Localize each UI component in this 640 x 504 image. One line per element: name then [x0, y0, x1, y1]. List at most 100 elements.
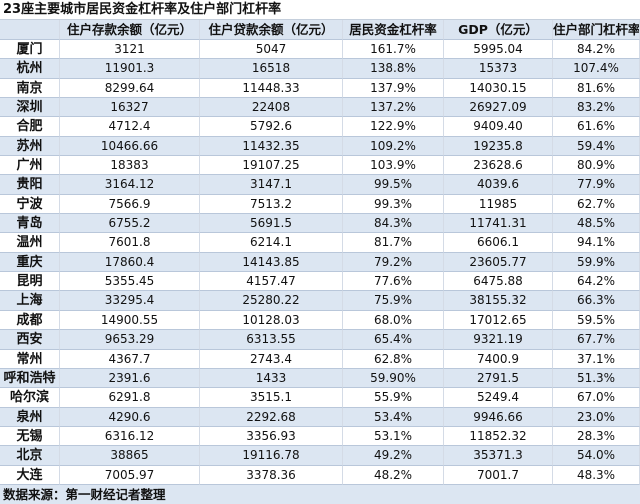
- value-cell: 65.4%: [343, 330, 444, 350]
- city-cell: 温州: [0, 233, 60, 253]
- value-cell: 48.2%: [343, 465, 444, 485]
- city-cell: 上海: [0, 291, 60, 311]
- value-cell: 99.5%: [343, 175, 444, 195]
- value-cell: 23605.77: [444, 252, 553, 273]
- header-cell: 住户贷款余额（亿元）: [200, 20, 343, 40]
- city-cell: 深圳: [0, 98, 60, 118]
- value-cell: 5995.04: [444, 40, 553, 60]
- value-cell: 62.7%: [553, 194, 640, 215]
- value-cell: 7400.9: [444, 349, 553, 369]
- value-cell: 48.5%: [553, 214, 640, 234]
- value-cell: 11741.31: [444, 214, 553, 234]
- value-cell: 6316.12: [60, 426, 200, 447]
- value-cell: 5047: [200, 40, 343, 60]
- value-cell: 6214.1: [200, 233, 343, 253]
- city-cell: 宁波: [0, 194, 60, 215]
- value-cell: 75.9%: [343, 291, 444, 311]
- city-cell: 常州: [0, 349, 60, 369]
- city-cell: 南京: [0, 78, 60, 99]
- value-cell: 33295.4: [60, 291, 200, 311]
- leverage-table: 住户存款余额（亿元） 住户贷款余额（亿元） 居民资金杠杆率 GDP（亿元） 住户…: [0, 20, 640, 485]
- city-cell: 青岛: [0, 214, 60, 234]
- city-cell: 贵阳: [0, 175, 60, 195]
- value-cell: 2391.6: [60, 368, 200, 389]
- value-cell: 19116.78: [200, 446, 343, 466]
- city-cell: 杭州: [0, 59, 60, 79]
- value-cell: 59.9%: [553, 252, 640, 273]
- value-cell: 61.6%: [553, 117, 640, 137]
- value-cell: 1433: [200, 368, 343, 389]
- value-cell: 53.4%: [343, 407, 444, 427]
- value-cell: 49.2%: [343, 446, 444, 466]
- value-cell: 3164.12: [60, 175, 200, 195]
- value-cell: 9653.29: [60, 330, 200, 350]
- value-cell: 7601.8: [60, 233, 200, 253]
- value-cell: 80.9%: [553, 156, 640, 176]
- city-cell: 北京: [0, 446, 60, 466]
- value-cell: 6755.2: [60, 214, 200, 234]
- value-cell: 11448.33: [200, 78, 343, 99]
- value-cell: 83.2%: [553, 98, 640, 118]
- value-cell: 3147.1: [200, 175, 343, 195]
- city-cell: 厦门: [0, 40, 60, 60]
- value-cell: 10128.03: [200, 310, 343, 331]
- city-cell: 广州: [0, 156, 60, 176]
- value-cell: 23628.6: [444, 156, 553, 176]
- value-cell: 3515.1: [200, 388, 343, 408]
- value-cell: 59.5%: [553, 310, 640, 331]
- city-cell: 哈尔滨: [0, 388, 60, 408]
- value-cell: 79.2%: [343, 252, 444, 273]
- value-cell: 9946.66: [444, 407, 553, 427]
- value-cell: 6606.1: [444, 233, 553, 253]
- value-cell: 99.3%: [343, 194, 444, 215]
- value-cell: 59.4%: [553, 136, 640, 157]
- value-cell: 122.9%: [343, 117, 444, 137]
- value-cell: 161.7%: [343, 40, 444, 60]
- city-cell: 呼和浩特: [0, 368, 60, 389]
- table-title: 23座主要城市居民资金杠杆率及住户部门杠杆率: [0, 0, 640, 20]
- header-cell: GDP（亿元）: [444, 20, 553, 40]
- value-cell: 54.0%: [553, 446, 640, 466]
- value-cell: 2743.4: [200, 349, 343, 369]
- value-cell: 103.9%: [343, 156, 444, 176]
- value-cell: 17860.4: [60, 252, 200, 273]
- value-cell: 11852.32: [444, 426, 553, 447]
- value-cell: 7001.7: [444, 465, 553, 485]
- value-cell: 2791.5: [444, 368, 553, 389]
- value-cell: 3378.36: [200, 465, 343, 485]
- value-cell: 6475.88: [444, 272, 553, 292]
- header-cell: 住户存款余额（亿元）: [60, 20, 200, 40]
- value-cell: 22408: [200, 98, 343, 118]
- value-cell: 11432.35: [200, 136, 343, 157]
- value-cell: 48.3%: [553, 465, 640, 485]
- city-cell: 重庆: [0, 252, 60, 273]
- value-cell: 77.6%: [343, 272, 444, 292]
- value-cell: 66.3%: [553, 291, 640, 311]
- value-cell: 10466.66: [60, 136, 200, 157]
- value-cell: 62.8%: [343, 349, 444, 369]
- value-cell: 4367.7: [60, 349, 200, 369]
- value-cell: 84.2%: [553, 40, 640, 60]
- source-note: 数据来源：第一财经记者整理: [0, 484, 640, 504]
- value-cell: 6291.8: [60, 388, 200, 408]
- value-cell: 7005.97: [60, 465, 200, 485]
- value-cell: 51.3%: [553, 368, 640, 389]
- value-cell: 7513.2: [200, 194, 343, 215]
- value-cell: 77.9%: [553, 175, 640, 195]
- value-cell: 3356.93: [200, 426, 343, 447]
- value-cell: 14030.15: [444, 78, 553, 99]
- city-cell: 西安: [0, 330, 60, 350]
- value-cell: 59.90%: [343, 368, 444, 389]
- value-cell: 25280.22: [200, 291, 343, 311]
- value-cell: 23.0%: [553, 407, 640, 427]
- value-cell: 3121: [60, 40, 200, 60]
- value-cell: 5691.5: [200, 214, 343, 234]
- value-cell: 37.1%: [553, 349, 640, 369]
- value-cell: 19107.25: [200, 156, 343, 176]
- value-cell: 6313.55: [200, 330, 343, 350]
- value-cell: 7566.9: [60, 194, 200, 215]
- value-cell: 67.7%: [553, 330, 640, 350]
- value-cell: 55.9%: [343, 388, 444, 408]
- city-cell: 无锡: [0, 426, 60, 447]
- value-cell: 9321.19: [444, 330, 553, 350]
